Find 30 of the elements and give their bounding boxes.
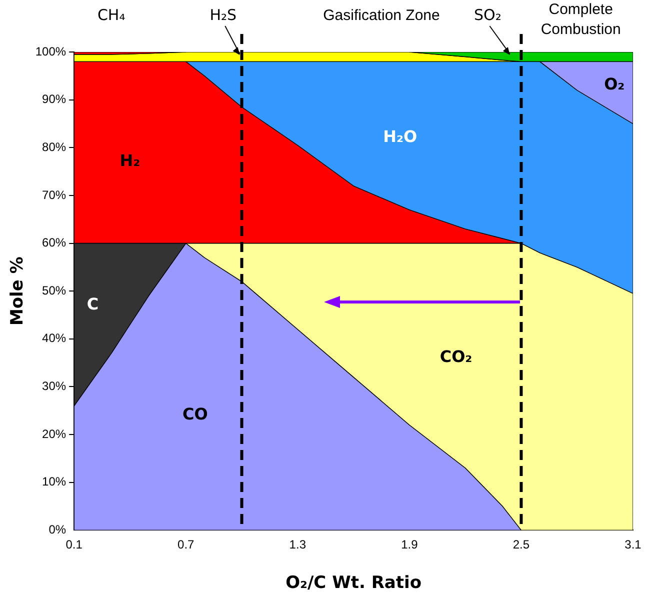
y-tick-label: 90% xyxy=(42,92,66,106)
y-tick-label: 0% xyxy=(48,522,66,537)
y-axis-title: Mole % xyxy=(8,256,28,326)
x-axis-title: O₂/C Wt. Ratio xyxy=(286,573,422,594)
series-label: CO xyxy=(182,404,208,424)
x-tick-label: 2.5 xyxy=(512,538,530,552)
x-tick-label: 3.1 xyxy=(624,538,642,552)
y-tick-label: 30% xyxy=(42,379,66,394)
x-tick-label: 1.9 xyxy=(401,538,418,552)
x-tick-label: 0.1 xyxy=(66,538,83,552)
x-tick-label: 0.7 xyxy=(178,538,195,552)
series-label: CH₄ xyxy=(97,6,126,24)
y-tick-label: 60% xyxy=(42,236,66,250)
y-tick-label: 80% xyxy=(42,140,66,154)
text: Gasification Zone xyxy=(323,7,440,24)
y-tick-label: 70% xyxy=(42,188,66,202)
y-tick-label: 40% xyxy=(42,331,66,346)
series-label: H₂O xyxy=(383,127,418,146)
y-tick-label: 20% xyxy=(42,426,66,441)
x-tick-label: 1.3 xyxy=(289,538,306,552)
series-label: O₂ xyxy=(604,74,625,94)
text: Complete Combustion xyxy=(540,1,621,38)
y-tick-label: 100% xyxy=(35,44,66,58)
series-label: CO₂ xyxy=(440,347,472,366)
series-label: SO₂ xyxy=(474,6,502,24)
series-label: C xyxy=(86,294,99,314)
y-tick-label: 10% xyxy=(42,474,66,489)
series-label: H₂ xyxy=(120,151,140,170)
y-tick-label: 50% xyxy=(42,283,66,298)
series-label: H₂S xyxy=(210,6,237,24)
